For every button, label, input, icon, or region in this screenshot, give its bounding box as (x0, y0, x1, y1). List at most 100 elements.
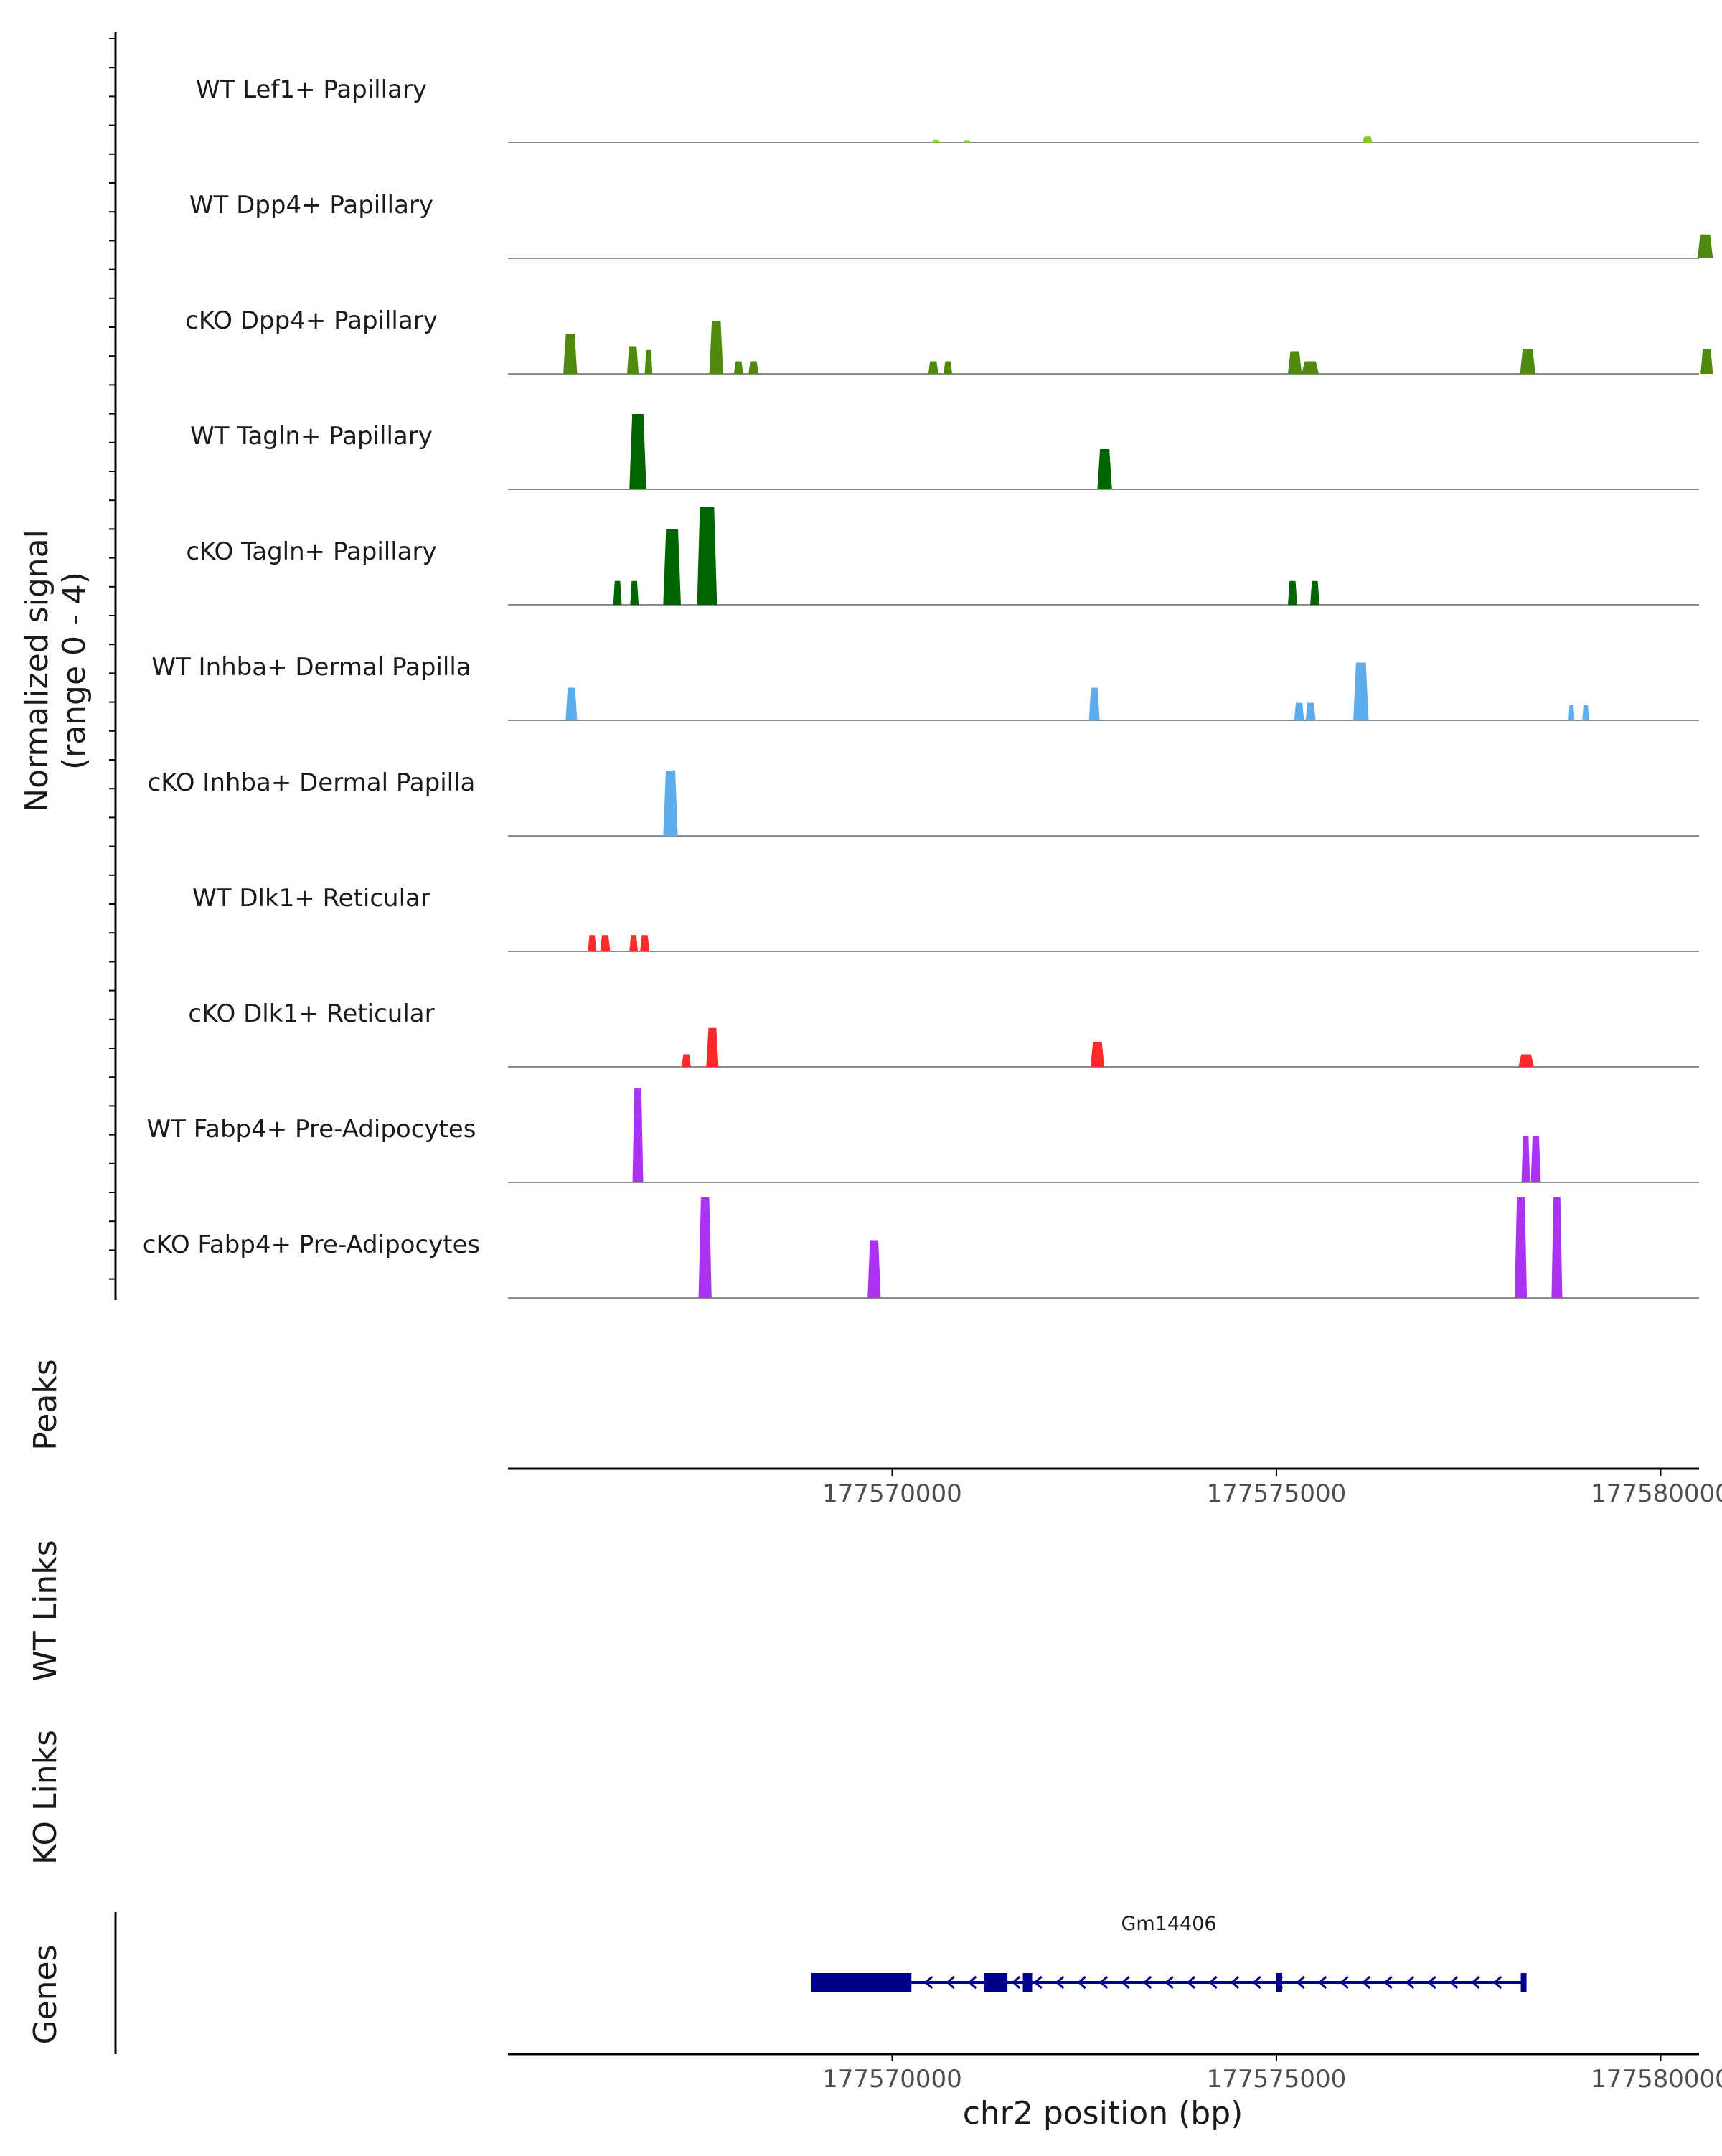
bottom-x-axis: 177570000 177575000 177580000 (508, 2053, 1722, 2094)
track-3: cKO Dpp4+ Papillary (185, 306, 1713, 375)
coverage-peak (1518, 1054, 1534, 1067)
strand-arrow (1187, 1975, 1196, 1990)
wt-links-track-label: WT Links (27, 1540, 64, 1681)
track-11: cKO Fabp4+ Pre-Adipocytes (143, 1197, 1699, 1299)
peaks-x-tick-label: 177580000 (1591, 1479, 1722, 1508)
coverage-peak (1568, 705, 1575, 720)
peaks-track-label: Peaks (27, 1359, 64, 1450)
bottom-x-tick-label: 177580000 (1591, 2065, 1722, 2094)
coverage-peak (1294, 702, 1304, 720)
coverage-peak (563, 334, 578, 374)
track-label: WT Dlk1+ Reticular (192, 884, 430, 913)
coverage-peak (697, 507, 718, 605)
coverage-peak (663, 771, 678, 836)
track-label: WT Tagln+ Papillary (190, 422, 433, 451)
coverage-peak (1520, 349, 1535, 374)
strand-arrow (924, 1975, 933, 1990)
coverage-peak (964, 140, 971, 143)
coverage-peak (1551, 1197, 1563, 1298)
track-label: WT Lef1+ Papillary (196, 75, 427, 104)
strand-arrow (946, 1975, 955, 1990)
track-label: cKO Fabp4+ Pre-Adipocytes (143, 1230, 481, 1259)
track-label: WT Dpp4+ Papillary (189, 191, 433, 220)
coverage-peak (709, 321, 723, 374)
coverage-peak (630, 580, 639, 605)
gene-exon (1520, 1973, 1527, 1992)
strand-arrow (1362, 1975, 1371, 1990)
coverage-peak (1088, 687, 1100, 720)
track-label: cKO Dlk1+ Reticular (188, 999, 434, 1028)
strand-arrow (1471, 1975, 1480, 1990)
gene-track: Gm14406 (811, 1913, 1527, 1992)
coverage-peak (629, 414, 646, 489)
y-axis-title-line1: Normalized signal (19, 529, 55, 812)
strand-arrow (1077, 1975, 1086, 1990)
coverage-peak (944, 361, 952, 374)
gene-exon (984, 1973, 1008, 1992)
signal-y-axis (109, 32, 117, 1300)
gene-exon (811, 1973, 912, 1992)
track-label: cKO Inhba+ Dermal Papilla (148, 768, 476, 797)
track-7: cKO Inhba+ Dermal Papilla (148, 768, 1699, 837)
coverage-peak (1097, 449, 1112, 489)
genes-track-label: Genes (27, 1944, 64, 2044)
track-2: WT Dpp4+ Papillary (189, 191, 1713, 259)
x-axis-title: chr2 position (bp) (963, 2095, 1243, 2132)
coverage-peak (682, 1054, 691, 1067)
strand-arrow (1383, 1975, 1393, 1990)
strand-arrow (1055, 1975, 1065, 1990)
peaks-x-axis: 177570000 177575000 177580000 (508, 1467, 1722, 1508)
coverage-peak (1310, 580, 1319, 605)
coverage-peak (629, 935, 638, 951)
strand-arrow (1165, 1975, 1174, 1990)
strand-arrow (1033, 1975, 1043, 1990)
coverage-peak (644, 349, 653, 374)
coverage-peak (600, 935, 611, 951)
coverage-peak (663, 529, 681, 605)
strand-arrow (1121, 1975, 1130, 1990)
coverage-peak (698, 1197, 712, 1298)
coverage-peak (733, 361, 743, 374)
gene-exon (1276, 1973, 1282, 1992)
strand-arrow (1427, 1975, 1436, 1990)
gene-name-label: Gm14406 (1121, 1913, 1216, 1935)
coverage-peak (1521, 1136, 1530, 1182)
coverage-peak (632, 1088, 644, 1182)
strand-arrow (1143, 1975, 1152, 1990)
coverage-peak (1090, 1042, 1105, 1067)
coverage-peak (932, 139, 940, 143)
strand-arrow (1493, 1975, 1502, 1990)
track-4: WT Tagln+ Papillary (190, 414, 1699, 490)
strand-arrow (1012, 1975, 1021, 1990)
track-label: cKO Tagln+ Papillary (186, 537, 436, 566)
coverage-peak (867, 1240, 881, 1298)
coverage-peak (1697, 234, 1713, 258)
strand-arrow (1231, 1975, 1240, 1990)
track-6: WT Inhba+ Dermal Papilla (151, 653, 1699, 721)
track-label: WT Inhba+ Dermal Papilla (151, 653, 471, 682)
strand-arrow (1340, 1975, 1349, 1990)
strand-arrow (1099, 1975, 1109, 1990)
peaks-x-tick-label: 177575000 (1207, 1479, 1347, 1508)
coverage-peak (627, 346, 639, 374)
strand-arrow (968, 1975, 977, 1990)
coverage-peak (1288, 580, 1297, 605)
coverage-peak (1302, 361, 1319, 374)
coverage-peak (565, 687, 578, 720)
coverage-peak (588, 935, 597, 951)
y-axis-title-line2: (range 0 - 4) (56, 572, 93, 770)
gene-exon (1022, 1973, 1033, 1992)
coverage-peak (1582, 705, 1589, 720)
coverage-peak (1362, 136, 1373, 143)
coverage-peak (1515, 1197, 1528, 1298)
coverage-peak (706, 1027, 719, 1067)
coverage-peak (1305, 702, 1316, 720)
bottom-x-tick-label: 177575000 (1207, 2065, 1347, 2094)
bottom-x-tick-label: 177570000 (822, 2065, 962, 2094)
coverage-peak (613, 580, 622, 605)
coverage-peak (640, 935, 650, 951)
coverage-peak (1530, 1136, 1541, 1182)
track-9: cKO Dlk1+ Reticular (188, 999, 1699, 1068)
peaks-x-tick-label: 177570000 (822, 1479, 962, 1508)
